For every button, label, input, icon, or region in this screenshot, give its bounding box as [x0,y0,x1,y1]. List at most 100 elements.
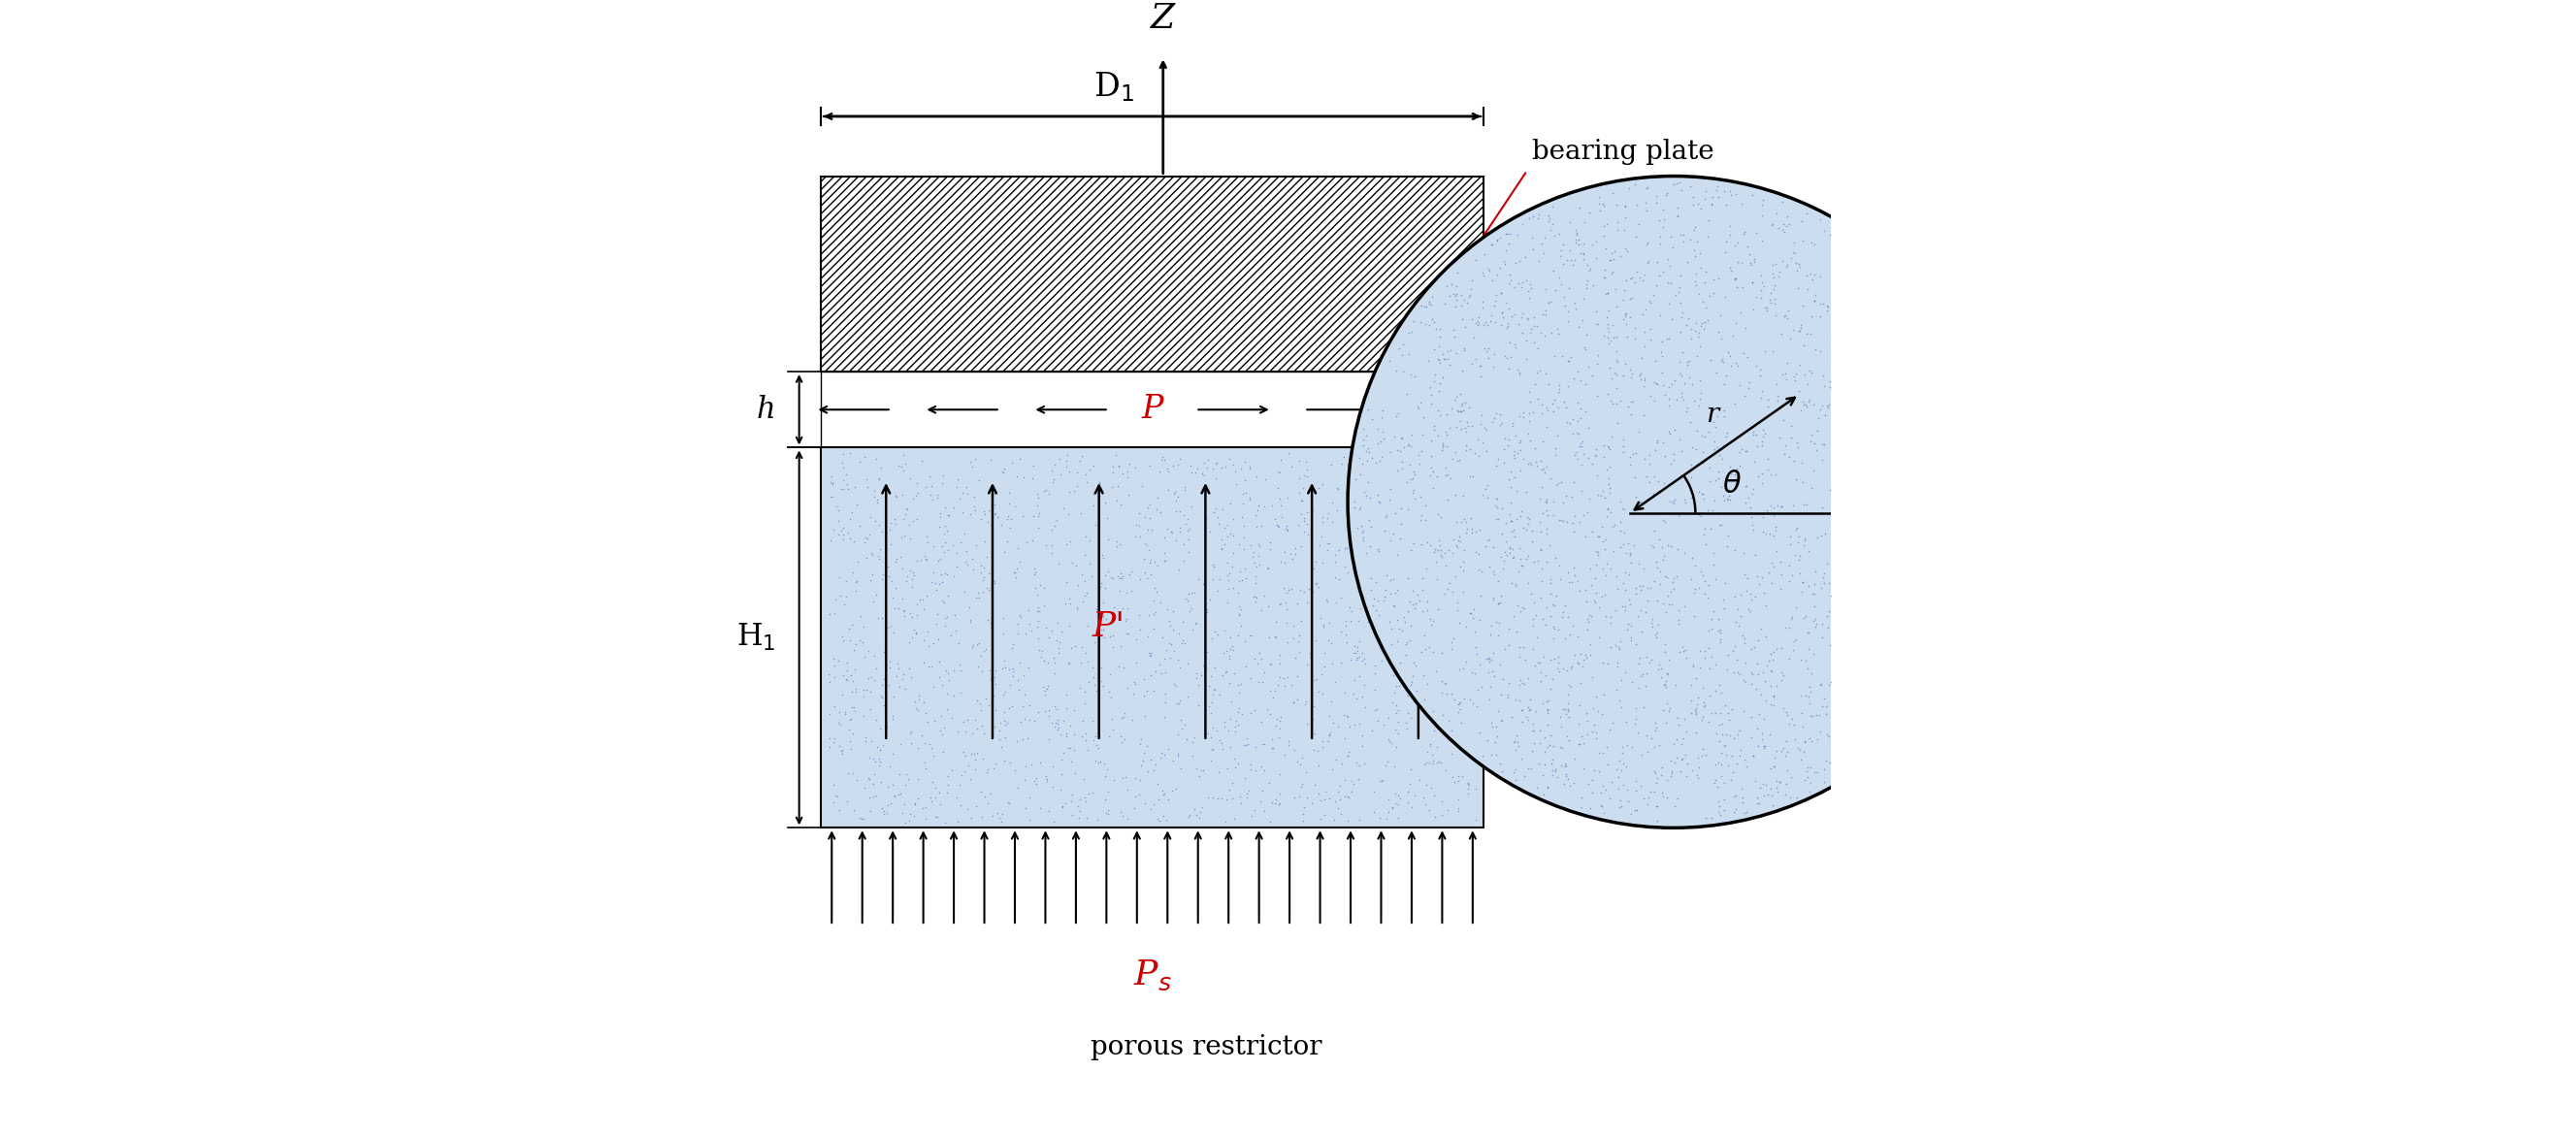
Point [1185,603,1226,621]
Point [1061,503,1103,521]
Point [1723,653,1765,671]
Point [1097,657,1139,675]
Point [814,668,855,686]
Point [1793,575,1834,593]
Point [1095,533,1136,551]
Point [1852,493,1893,511]
Point [1710,357,1752,375]
Point [1855,511,1896,529]
Point [1386,713,1427,732]
Point [1685,642,1726,660]
Point [963,571,1005,590]
Point [1868,483,1909,501]
Point [1610,406,1651,424]
Point [886,766,927,784]
Point [1162,711,1203,729]
Point [1865,531,1906,549]
Point [1906,616,1947,634]
Point [1793,598,1834,616]
Point [1935,501,1976,519]
Point [1682,526,1723,544]
Point [1285,452,1327,470]
Point [1569,635,1610,653]
Point [1363,592,1404,610]
Point [1569,560,1610,578]
Point [1906,506,1947,524]
Point [1605,272,1646,290]
Point [938,635,979,653]
Point [1553,507,1595,525]
Point [1303,618,1345,636]
Point [1084,579,1126,598]
Point [920,565,961,583]
Point [1425,577,1466,595]
Point [1453,610,1494,628]
Point [1911,370,1953,389]
Point [866,534,907,552]
Point [1705,427,1747,445]
Point [1079,671,1121,690]
Point [1018,602,1059,620]
Point [1739,632,1780,650]
Point [1504,638,1546,657]
Point [1164,481,1206,499]
Point [1947,523,1989,541]
Point [1741,508,1783,526]
Point [1334,644,1376,662]
Point [1692,492,1734,510]
Point [1144,708,1185,726]
Point [1296,575,1337,593]
Point [876,578,917,596]
Point [1698,187,1739,206]
Point [1940,586,1981,604]
Text: $\theta$: $\theta$ [1723,469,1741,500]
Point [1625,795,1667,813]
Point [1530,754,1571,772]
Point [1803,565,1844,583]
Point [1633,521,1674,540]
Point [1257,795,1298,813]
Point [1577,702,1618,720]
Point [1425,584,1466,602]
Point [1692,187,1734,206]
Point [1654,445,1695,463]
Point [987,713,1028,732]
Point [1190,629,1231,648]
Point [1793,585,1834,603]
Point [1033,470,1074,488]
Point [1587,328,1628,346]
Point [1437,691,1479,709]
Point [1765,746,1806,765]
Point [1685,649,1726,667]
Point [1708,490,1749,508]
Point [930,626,971,644]
Point [1252,730,1293,749]
Point [1577,528,1618,546]
Point [850,668,891,686]
Point [1842,741,1883,759]
Point [1515,702,1556,720]
Point [1332,684,1373,702]
Point [1595,601,1636,619]
Point [994,568,1036,586]
Point [1716,637,1757,655]
Point [1396,585,1437,603]
Point [1507,515,1548,533]
Point [1280,775,1321,793]
Point [1481,414,1522,432]
Point [1002,667,1043,685]
Point [1878,407,1919,425]
Point [1690,686,1731,704]
Point [1605,544,1646,562]
Point [1793,585,1834,603]
Point [1376,737,1417,755]
Point [1211,637,1252,655]
Point [1553,293,1595,311]
Point [1677,348,1718,366]
Point [1337,578,1378,596]
Point [1412,643,1453,661]
Point [1533,507,1574,525]
Point [1837,267,1878,285]
Point [1870,705,1911,724]
Text: D$_1$: D$_1$ [1095,69,1133,103]
